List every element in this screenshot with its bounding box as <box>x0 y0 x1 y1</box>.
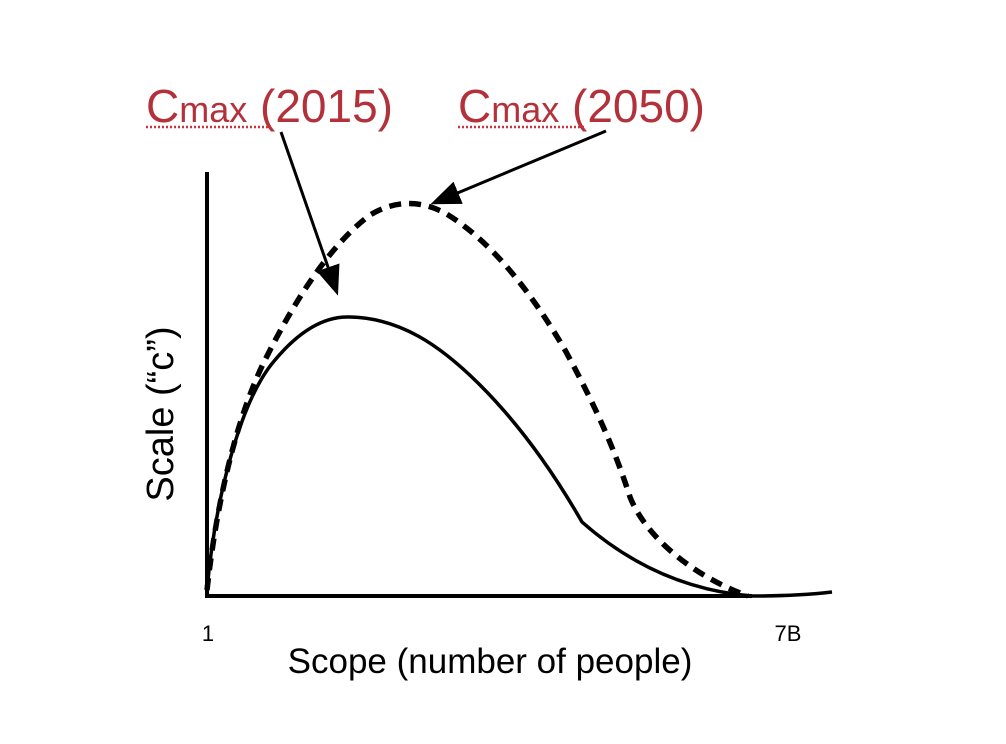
cmax-2015-year: (2015) <box>247 80 393 132</box>
x-axis-label: Scope (number of people) <box>288 642 693 681</box>
curve-2015 <box>205 315 833 598</box>
cmax-2050-year: (2050) <box>559 80 705 132</box>
x-tick-end: 7B <box>775 621 802 646</box>
arrow-2050 <box>430 129 607 205</box>
label-cmax-2050: Cmax (2050) <box>458 80 705 132</box>
cmax-2015-letter: C <box>146 80 179 132</box>
y-axis-label: Scale (“c”) <box>140 326 182 501</box>
arrow-2015 <box>279 131 340 296</box>
cmax-2050-sub: max <box>491 89 559 130</box>
label-cmax-2015: Cmax (2015) <box>146 80 393 132</box>
x-tick-start: 1 <box>202 621 214 646</box>
cmax-2015-sub: max <box>179 89 247 130</box>
cmax-2050-letter: C <box>458 80 491 132</box>
curve-2050 <box>204 200 749 599</box>
